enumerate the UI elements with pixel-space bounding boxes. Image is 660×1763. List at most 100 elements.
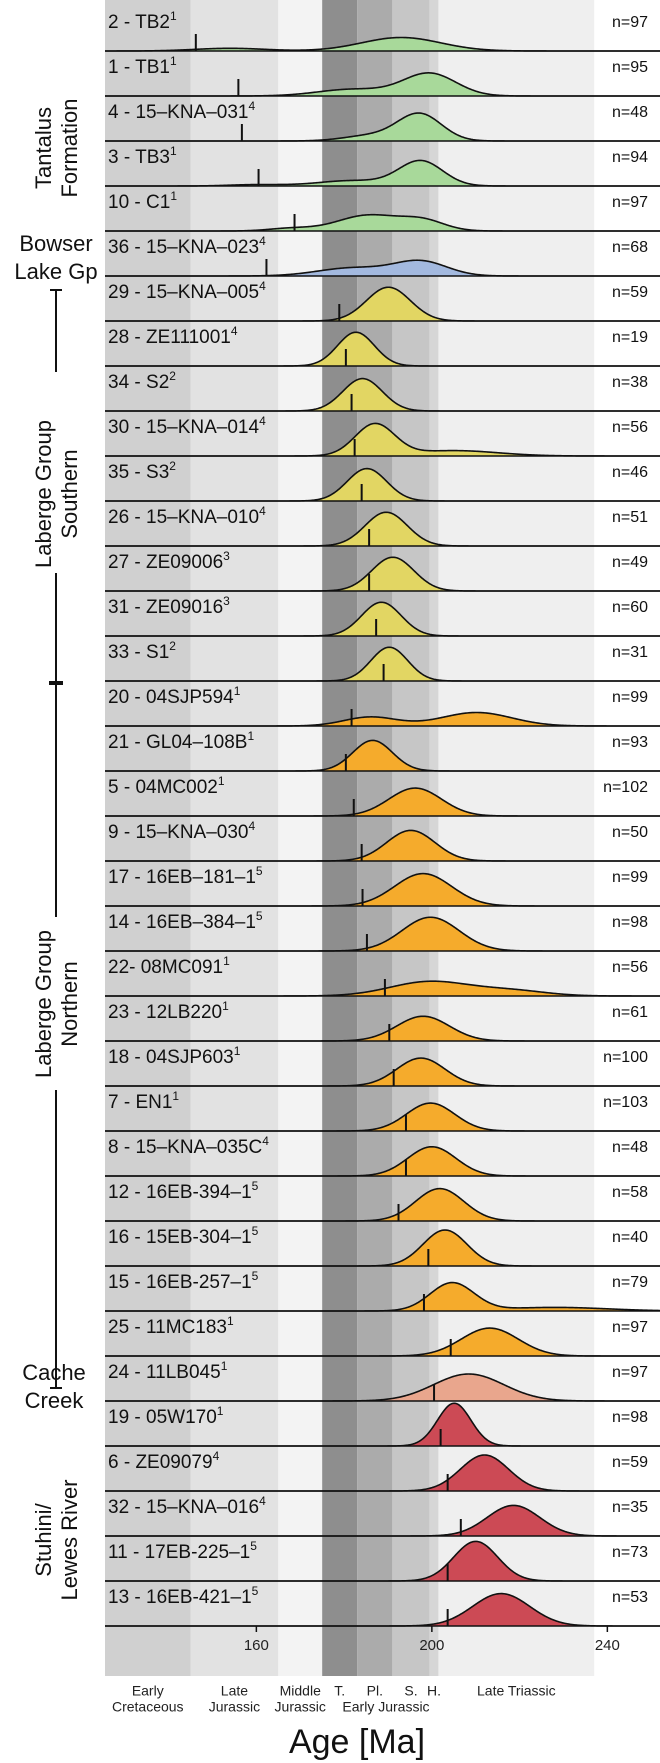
reference: 4 bbox=[213, 1449, 220, 1463]
sample-row: 9 - 15–KNA–0304 n=50 bbox=[105, 819, 660, 862]
group-label: Lewes River bbox=[57, 1479, 82, 1600]
sample-label: 7 - EN11 bbox=[108, 1089, 179, 1113]
n-label: n=99 bbox=[612, 869, 648, 886]
sample-name: 10 - C1 bbox=[108, 192, 170, 213]
sample-name: 31 - ZE09016 bbox=[108, 597, 223, 618]
group-label: Southern bbox=[57, 449, 82, 538]
reference: 1 bbox=[170, 189, 177, 203]
sample-name: 34 - S2 bbox=[108, 372, 169, 393]
sample-row: 31 - ZE090163 n=60 bbox=[105, 594, 660, 637]
reference: 5 bbox=[252, 1584, 259, 1598]
n-label: n=97 bbox=[612, 1364, 648, 1381]
density-fill bbox=[105, 647, 660, 681]
n-label: n=35 bbox=[612, 1499, 648, 1516]
sample-label: 10 - C11 bbox=[108, 189, 177, 213]
sample-label: 36 - 15–KNA–0234 bbox=[108, 234, 266, 258]
sample-label: 27 - ZE090063 bbox=[108, 549, 230, 573]
n-label: n=48 bbox=[612, 104, 648, 121]
sample-label: 5 - 04MC0021 bbox=[108, 774, 225, 798]
sample-label: 1 - TB11 bbox=[108, 54, 177, 78]
sample-row: 18 - 04SJP6031 n=100 bbox=[105, 1044, 660, 1087]
sample-name: 29 - 15–KNA–005 bbox=[108, 282, 259, 303]
n-label: n=97 bbox=[612, 14, 648, 31]
sample-label: 32 - 15–KNA–0164 bbox=[108, 1494, 266, 1518]
sample-row: 6 - ZE090794 n=59 bbox=[105, 1449, 660, 1492]
reference: 3 bbox=[223, 594, 230, 608]
density-fill bbox=[105, 37, 660, 51]
reference: 5 bbox=[256, 909, 263, 923]
density-fill bbox=[105, 160, 660, 186]
density-fill bbox=[105, 214, 660, 231]
sample-row: 20 - 04SJP5941 n=99 bbox=[105, 684, 660, 727]
sample-name: 32 - 15–KNA–016 bbox=[108, 1497, 259, 1518]
period-label: Early bbox=[132, 1683, 164, 1699]
density-fill bbox=[105, 602, 660, 636]
sample-row: 33 - S12 n=31 bbox=[105, 639, 660, 682]
reference: 3 bbox=[223, 549, 230, 563]
sample-row: 2 - TB21 n=97 bbox=[104, 9, 660, 52]
sample-name: 21 - GL04–108B bbox=[108, 732, 247, 753]
sample-name: 4 - 15–KNA–031 bbox=[108, 102, 249, 123]
sample-row: 27 - ZE090063 n=49 bbox=[105, 549, 660, 592]
n-label: n=31 bbox=[612, 644, 648, 661]
sample-label: 14 - 16EB–384–15 bbox=[108, 909, 263, 933]
sample-row: 29 - 15–KNA–0054 n=59 bbox=[105, 279, 660, 322]
sample-row: 34 - S22 n=38 bbox=[105, 369, 660, 412]
period-label: Late Triassic bbox=[477, 1683, 556, 1699]
n-label: n=49 bbox=[612, 554, 648, 571]
sample-name: 26 - 15–KNA–010 bbox=[108, 507, 259, 528]
period-label: Jurassic bbox=[209, 1699, 260, 1715]
n-label: n=97 bbox=[612, 1319, 648, 1336]
sample-label: 19 - 05W1701 bbox=[108, 1404, 224, 1428]
period-band bbox=[105, 0, 191, 1676]
sample-label: 28 - ZE1110014 bbox=[108, 324, 238, 348]
sample-name: 6 - ZE09079 bbox=[108, 1452, 213, 1473]
n-label: n=60 bbox=[612, 599, 648, 616]
reference: 5 bbox=[252, 1224, 259, 1238]
n-label: n=61 bbox=[612, 1004, 648, 1021]
sample-name: 15 - 16EB-257–1 bbox=[108, 1272, 252, 1293]
period-band bbox=[278, 0, 323, 1676]
sample-row: 12 - 16EB-394–15 n=58 bbox=[105, 1179, 660, 1222]
n-label: n=38 bbox=[612, 374, 648, 391]
n-label: n=79 bbox=[612, 1274, 648, 1291]
reference: 1 bbox=[247, 729, 254, 743]
n-label: n=73 bbox=[612, 1544, 648, 1561]
sample-label: 26 - 15–KNA–0104 bbox=[108, 504, 266, 528]
group-brackets bbox=[49, 289, 63, 1389]
x-tick-label: 240 bbox=[595, 1637, 620, 1654]
group-label: Cache bbox=[22, 1360, 86, 1385]
group-label: Laberge Group bbox=[31, 420, 56, 568]
reference: 1 bbox=[218, 774, 225, 788]
sample-name: 11 - 17EB-225–1 bbox=[108, 1542, 250, 1563]
n-label: n=56 bbox=[612, 959, 648, 976]
x-tick-label: 200 bbox=[419, 1637, 444, 1654]
period-band bbox=[322, 0, 358, 1676]
n-label: n=59 bbox=[612, 284, 648, 301]
sample-label: 4 - 15–KNA–0314 bbox=[108, 99, 256, 123]
reference: 1 bbox=[217, 1404, 224, 1418]
sample-name: 17 - 16EB–181–1 bbox=[108, 867, 256, 888]
sample-label: 11 - 17EB-225–15 bbox=[108, 1539, 257, 1563]
sample-name: 3 - TB3 bbox=[108, 147, 170, 168]
period-label: Jurassic bbox=[275, 1699, 326, 1715]
density-fill bbox=[105, 917, 660, 951]
n-label: n=68 bbox=[612, 239, 648, 256]
reference: 2 bbox=[169, 459, 176, 473]
sample-row: 11 - 17EB-225–15 n=73 bbox=[105, 1539, 660, 1582]
reference: 5 bbox=[252, 1179, 259, 1193]
sample-label: 31 - ZE090163 bbox=[108, 594, 230, 618]
sample-name: 30 - 15–KNA–014 bbox=[108, 417, 259, 438]
density-fill bbox=[105, 332, 660, 366]
sample-row: 28 - ZE1110014 n=19 bbox=[105, 324, 660, 367]
sample-row: 19 - 05W1701 n=98 bbox=[105, 1402, 660, 1447]
density-fill bbox=[105, 981, 660, 996]
reference: 5 bbox=[250, 1539, 257, 1553]
sample-row: 17 - 16EB–181–15 n=99 bbox=[105, 864, 660, 907]
sample-row: 23 - 12LB2201 n=61 bbox=[105, 999, 660, 1042]
n-label: n=95 bbox=[612, 59, 648, 76]
reference: 5 bbox=[252, 1269, 259, 1283]
group-label: Tantalus bbox=[31, 107, 56, 189]
reference: 1 bbox=[170, 144, 177, 158]
